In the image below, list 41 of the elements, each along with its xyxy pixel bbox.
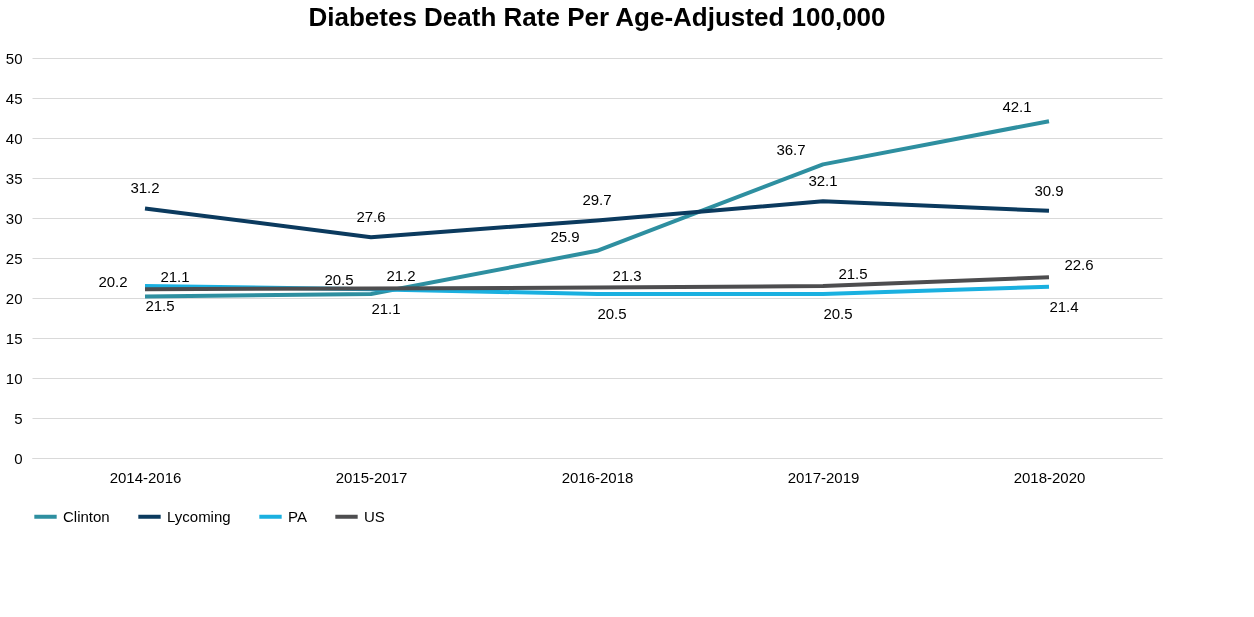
legend-label: US xyxy=(364,507,385,525)
data-label: 27.6 xyxy=(356,208,386,226)
y-tick-label: 5 xyxy=(14,409,23,427)
data-label: 29.7 xyxy=(582,191,612,209)
y-tick-label: 25 xyxy=(5,249,23,267)
data-label: 25.9 xyxy=(550,227,580,245)
legend-label: Lycoming xyxy=(167,507,231,525)
data-label: 32.1 xyxy=(808,172,838,190)
y-tick-label: 15 xyxy=(5,329,23,347)
data-label: 20.5 xyxy=(597,305,627,322)
x-tick-label: 2018-2020 xyxy=(1013,468,1086,486)
data-label: 21.1 xyxy=(371,300,401,318)
x-tick-label: 2015-2017 xyxy=(335,468,408,486)
y-tick-label: 10 xyxy=(5,369,23,387)
x-tick-label: 2014-2016 xyxy=(109,468,182,486)
x-tick-label: 2017-2019 xyxy=(787,468,860,486)
y-tick-label: 35 xyxy=(5,169,23,187)
data-label: 22.6 xyxy=(1064,256,1094,274)
legend-label: Clinton xyxy=(63,507,110,525)
data-label: 30.9 xyxy=(1034,181,1064,199)
data-label: 21.5 xyxy=(838,265,868,282)
chart-title: Diabetes Death Rate Per Age-Adjusted 100,000 xyxy=(308,2,886,32)
data-label: 21.2 xyxy=(386,267,416,285)
data-label: 20.5 xyxy=(823,305,853,322)
data-label: 21.4 xyxy=(1049,297,1079,315)
y-tick-label: 0 xyxy=(14,449,23,467)
data-label: 21.3 xyxy=(612,266,642,284)
x-tick-label: 2016-2018 xyxy=(561,468,634,486)
y-tick-label: 30 xyxy=(5,209,23,227)
legend-label: PA xyxy=(288,507,307,525)
data-label: 21.1 xyxy=(160,268,190,286)
data-label: 21.5 xyxy=(145,297,175,314)
data-label: 20.5 xyxy=(324,271,354,288)
data-label: 36.7 xyxy=(776,141,806,159)
y-tick-label: 40 xyxy=(5,129,23,147)
data-label: 20.2 xyxy=(98,273,128,291)
data-label: 31.2 xyxy=(130,179,160,197)
y-tick-label: 45 xyxy=(5,89,23,107)
y-tick-label: 20 xyxy=(5,289,23,307)
data-label: 42.1 xyxy=(1002,98,1032,116)
y-tick-label: 50 xyxy=(5,49,23,67)
